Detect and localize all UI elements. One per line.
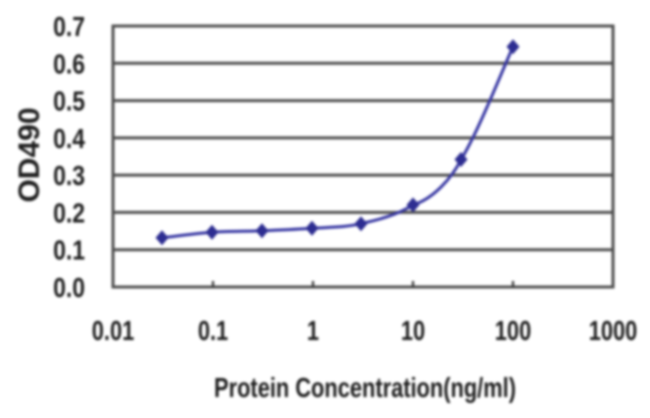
svg-text:0.1: 0.1 bbox=[198, 315, 228, 346]
svg-text:1000: 1000 bbox=[589, 315, 638, 346]
svg-text:1: 1 bbox=[307, 315, 319, 346]
svg-text:OD490: OD490 bbox=[13, 107, 46, 202]
svg-text:Protein Concentration(ng/ml): Protein Concentration(ng/ml) bbox=[214, 372, 516, 403]
svg-text:0.5: 0.5 bbox=[53, 87, 85, 118]
svg-text:100: 100 bbox=[495, 315, 531, 346]
svg-text:0.0: 0.0 bbox=[53, 273, 85, 304]
svg-text:10: 10 bbox=[401, 315, 425, 346]
svg-text:0.2: 0.2 bbox=[53, 198, 85, 229]
svg-text:0.01: 0.01 bbox=[92, 315, 135, 346]
svg-text:0.7: 0.7 bbox=[53, 12, 85, 43]
svg-text:0.3: 0.3 bbox=[53, 161, 85, 192]
svg-text:0.4: 0.4 bbox=[53, 124, 86, 155]
svg-text:0.6: 0.6 bbox=[53, 49, 85, 80]
svg-text:0.1: 0.1 bbox=[53, 236, 85, 267]
